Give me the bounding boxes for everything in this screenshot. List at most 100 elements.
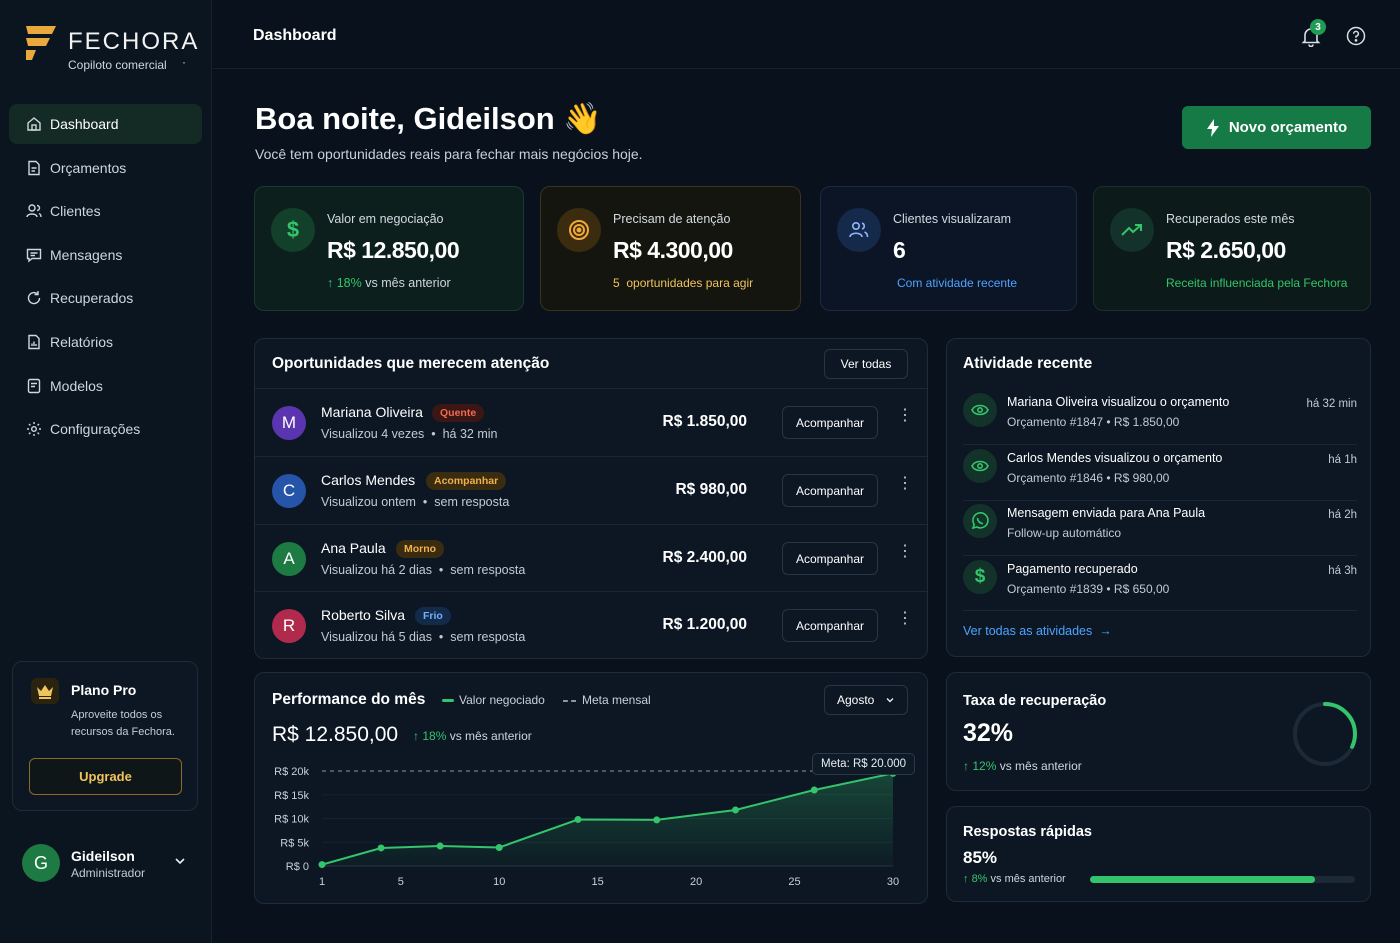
page-title: Dashboard	[253, 27, 337, 44]
status-badge: Frio	[415, 607, 451, 625]
list-item[interactable]: $ Pagamento recuperado Orçamento #1839 •…	[963, 556, 1357, 611]
arrow-up-icon: ↑	[327, 276, 337, 290]
activity-time: sem resposta	[450, 630, 526, 644]
more-options-icon[interactable]: ⋮	[897, 407, 913, 424]
chart-point	[436, 842, 444, 850]
kpi-card-recovered[interactable]: Recuperados este mês R$ 2.650,00 Receita…	[1093, 186, 1371, 311]
activity-item-time: há 2h	[1328, 509, 1357, 521]
goal-tooltip: Meta: R$ 20.000	[812, 753, 916, 775]
activity-title: Atividade recente	[963, 355, 1093, 372]
quick-progress-fill	[1090, 876, 1316, 883]
recovery-trend-value: 12%	[972, 759, 997, 773]
sidebar-nav: Dashboard Orçamentos Clientes Mensagens …	[9, 104, 202, 453]
activity-item-title: Mensagem enviada para Ana Paula	[1007, 506, 1206, 520]
upgrade-button[interactable]: Upgrade	[29, 758, 182, 795]
activity-panel: Atividade recente Mariana Oliveira visua…	[946, 338, 1371, 657]
avatar: R	[272, 609, 306, 643]
recovery-rate-card: Taxa de recuperação 32% ↑ 12% vs mês ant…	[946, 672, 1371, 791]
greeting-subtitle: Você tem oportunidades reais para fechar…	[255, 146, 643, 162]
kpi-foot: Receita influenciada pela Fechora	[1166, 276, 1348, 290]
sidebar-item-dashboard[interactable]: Dashboard	[9, 104, 202, 144]
sidebar-item-relatorios[interactable]: Relatórios	[9, 322, 202, 362]
sidebar-item-label: Dashboard	[50, 116, 119, 132]
sidebar-item-recuperados[interactable]: Recuperados	[9, 278, 202, 318]
chevron-down-icon[interactable]	[174, 855, 186, 867]
quick-title: Respostas rápidas	[963, 824, 1092, 840]
see-all-button[interactable]: Ver todas	[824, 349, 908, 379]
kpi-value: R$ 4.300,00	[613, 237, 733, 263]
kpi-value: R$ 2.650,00	[1166, 237, 1286, 263]
x-tick-label: 25	[788, 876, 800, 888]
sidebar-item-mensagens[interactable]: Mensagens	[9, 235, 202, 275]
more-options-icon[interactable]: ⋮	[897, 610, 913, 627]
list-item[interactable]: Mariana Oliveira visualizou o orçamento …	[963, 389, 1357, 445]
lightning-icon	[1206, 118, 1219, 137]
avatar: A	[272, 542, 306, 576]
new-quote-button[interactable]: Novo orçamento	[1182, 106, 1371, 149]
brand-logo[interactable]: FECHORA Copiloto comercial ·	[22, 22, 202, 74]
dollar-icon: $	[963, 560, 997, 594]
quick-responses-card: Respostas rápidas 85% ↑ 8% vs mês anteri…	[946, 806, 1371, 902]
kpi-card-negotiation[interactable]: $ Valor em negociação R$ 12.850,00 ↑ 18%…	[254, 186, 524, 311]
month-select[interactable]: Agosto	[824, 685, 908, 715]
activity-time: sem resposta	[450, 563, 526, 577]
kpi-trend-value: 18%	[336, 276, 362, 290]
y-tick-label: R$ 15k	[274, 790, 309, 802]
gear-icon	[25, 420, 43, 438]
kpi-value: 6	[893, 237, 906, 263]
sidebar-item-modelos[interactable]: Modelos	[9, 366, 202, 406]
chart-point	[574, 815, 582, 823]
dollar-icon: $	[271, 208, 315, 252]
quote-value: R$ 1.850,00	[662, 413, 747, 430]
help-icon[interactable]	[1346, 26, 1366, 46]
arrow-up-icon: ↑	[413, 729, 423, 743]
list-item[interactable]: Carlos Mendes visualizou o orçamento Orç…	[963, 445, 1357, 501]
kpi-foot-label: oportunidades para agir	[626, 276, 754, 290]
x-tick-label: 30	[887, 876, 899, 888]
sidebar-item-label: Recuperados	[50, 290, 134, 307]
sidebar-item-label: Mensagens	[50, 246, 123, 263]
table-row[interactable]: M Mariana Oliveira Quente Visualizou 4 v…	[255, 388, 927, 456]
activity-text: Visualizou há 2 dias	[321, 563, 432, 577]
follow-up-button[interactable]: Acompanhar	[782, 406, 878, 439]
legend-goal-label: Meta mensal	[582, 693, 651, 707]
sidebar-item-orcamentos[interactable]: Orçamentos	[9, 148, 202, 188]
kpi-foot: 5 oportunidades para agir	[613, 276, 753, 290]
table-row[interactable]: R Roberto Silva Frio Visualizou há 5 dia…	[255, 591, 927, 659]
follow-up-button[interactable]: Acompanhar	[782, 542, 878, 575]
kpi-card-views[interactable]: Clientes visualizaram 6 Com atividade re…	[820, 186, 1077, 311]
client-activity: Visualizou há 5 dias • sem resposta	[321, 630, 526, 644]
chart-point	[653, 816, 661, 824]
y-tick-label: R$ 0	[286, 861, 309, 873]
client-name: Mariana Oliveira	[321, 404, 423, 420]
sidebar-item-clientes[interactable]: Clientes	[9, 191, 202, 231]
sidebar-item-configuracoes[interactable]: Configurações	[9, 409, 202, 449]
follow-up-button[interactable]: Acompanhar	[782, 474, 878, 507]
more-options-icon[interactable]: ⋮	[897, 543, 913, 560]
arrow-up-icon: ↑	[963, 873, 972, 885]
x-tick-label: 15	[592, 876, 604, 888]
activity-item-title: Carlos Mendes visualizou o orçamento	[1007, 451, 1223, 465]
activity-item-time: há 3h	[1328, 565, 1357, 577]
table-row[interactable]: A Ana Paula Morno Visualizou há 2 dias •…	[255, 524, 927, 592]
kpi-card-attention[interactable]: Precisam de atenção R$ 4.300,00 5 oportu…	[540, 186, 801, 311]
list-item[interactable]: Mensagem enviada para Ana Paula Follow-u…	[963, 500, 1357, 556]
client-activity: Visualizou 4 vezes • há 32 min	[321, 427, 498, 441]
brand-name: FECHORA	[68, 28, 200, 55]
performance-title: Performance do mês	[272, 691, 426, 708]
target-icon	[557, 208, 601, 252]
user-menu[interactable]: G Gideilson Administrador	[22, 844, 192, 884]
sidebar-item-label: Clientes	[50, 203, 101, 220]
eye-icon	[963, 393, 997, 427]
table-row[interactable]: C Carlos Mendes Acompanhar Visualizou on…	[255, 456, 927, 524]
more-options-icon[interactable]: ⋮	[897, 475, 913, 492]
activity-time: sem resposta	[434, 495, 510, 509]
new-quote-label: Novo orçamento	[1228, 119, 1348, 136]
avatar: C	[272, 474, 306, 508]
follow-up-button[interactable]: Acompanhar	[782, 609, 878, 642]
fechora-logo-icon	[26, 26, 56, 60]
notification-badge: 3	[1310, 19, 1326, 35]
kpi-foot: Com atividade recente	[897, 276, 1018, 290]
sidebar-item-label: Relatórios	[50, 333, 114, 350]
see-all-activities-link[interactable]: Ver todas as atividades →	[963, 624, 1112, 638]
